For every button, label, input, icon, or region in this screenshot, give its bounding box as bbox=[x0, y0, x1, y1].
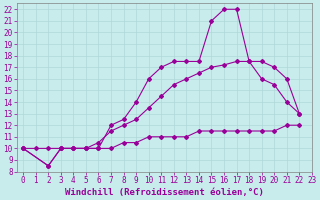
X-axis label: Windchill (Refroidissement éolien,°C): Windchill (Refroidissement éolien,°C) bbox=[65, 188, 264, 197]
